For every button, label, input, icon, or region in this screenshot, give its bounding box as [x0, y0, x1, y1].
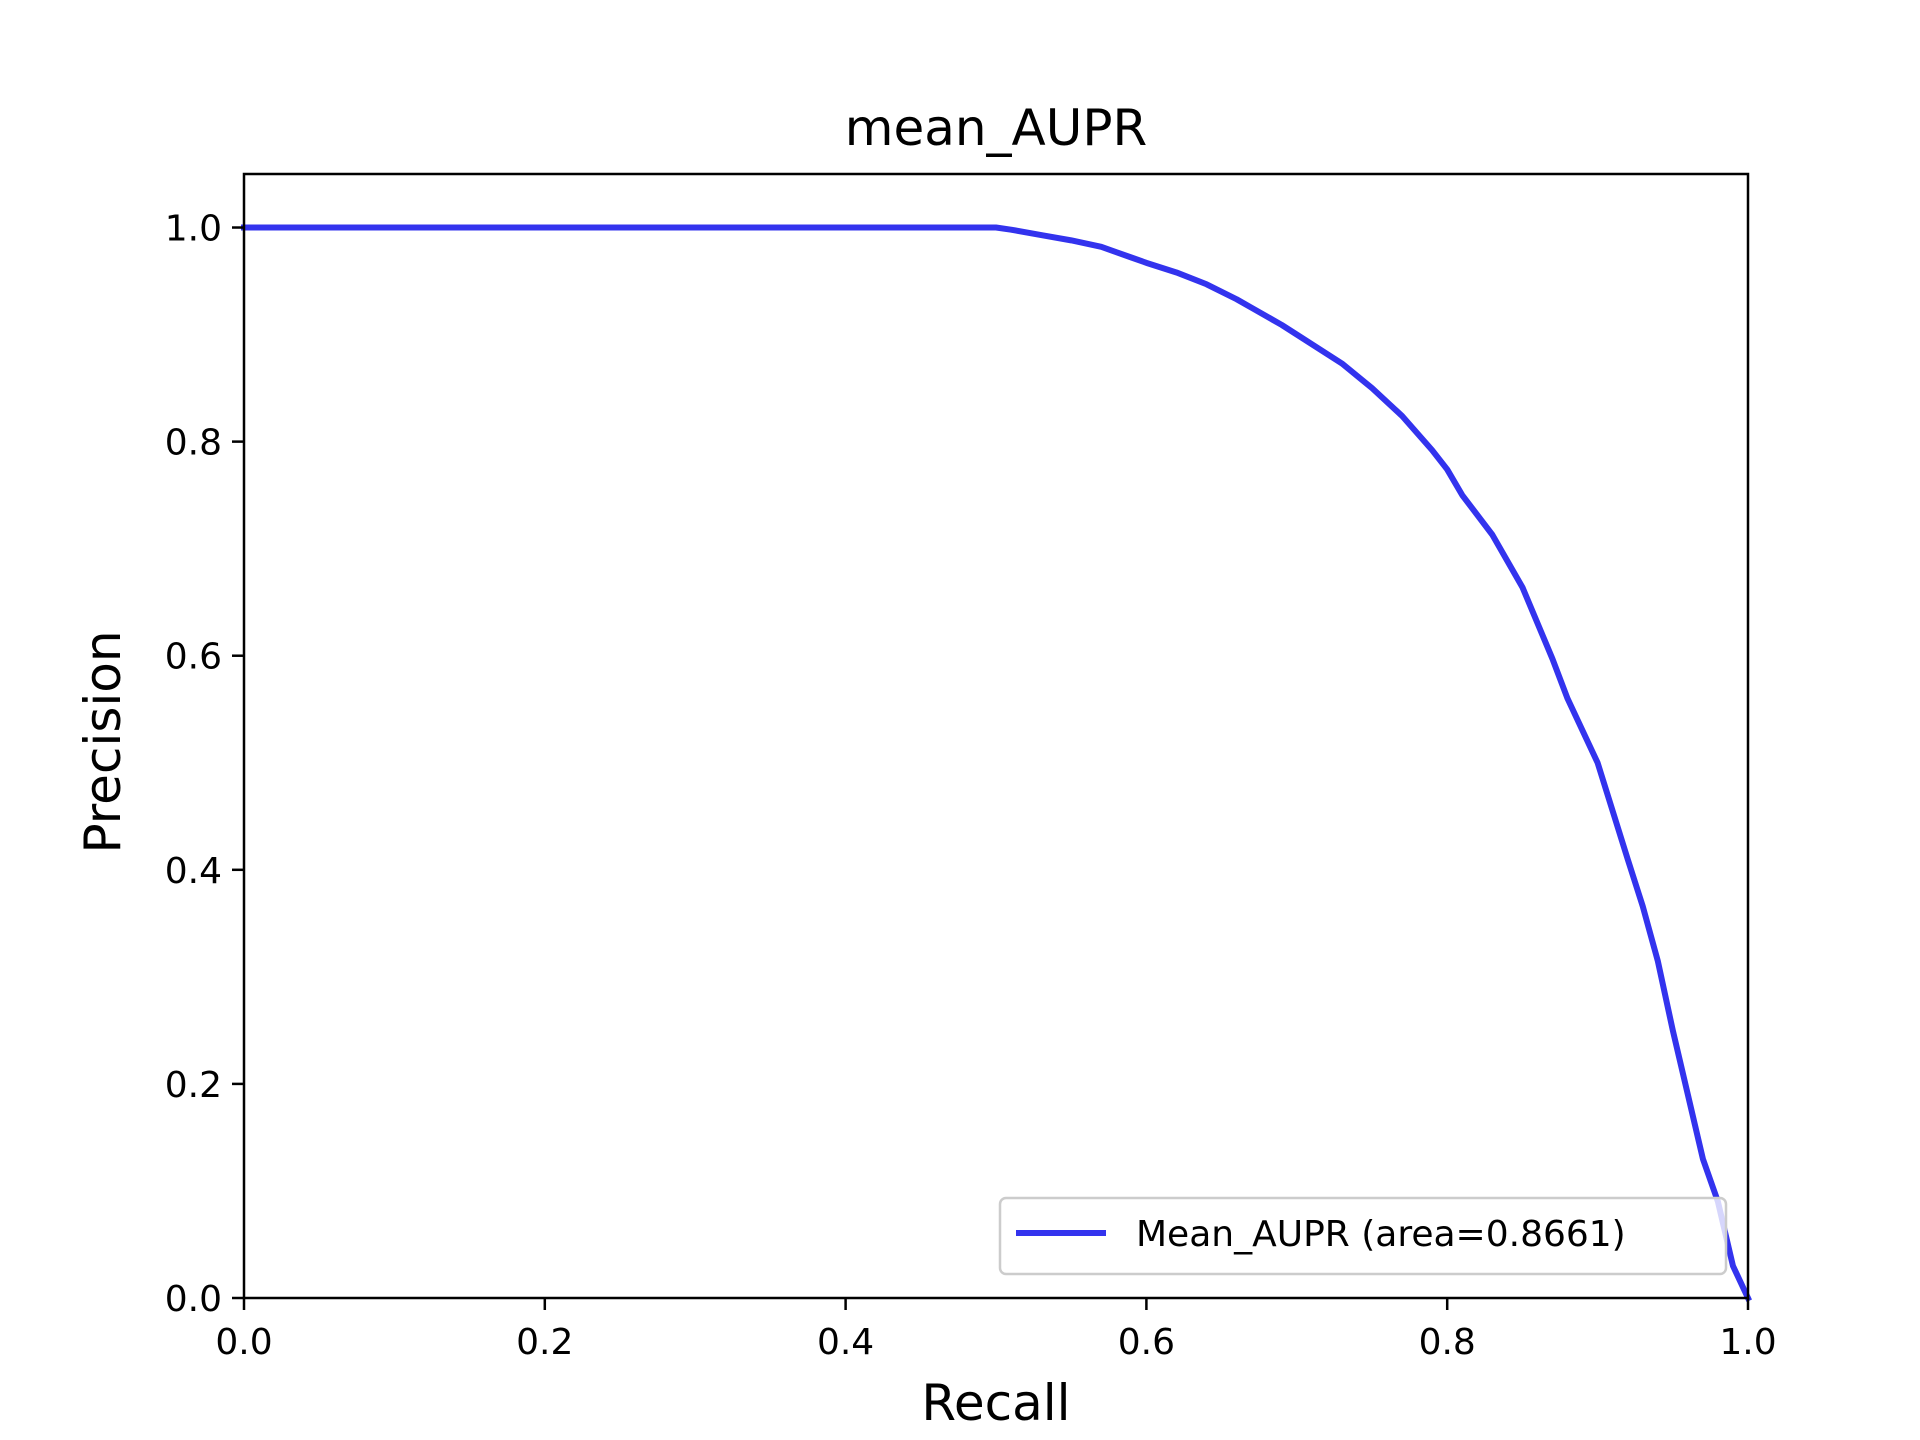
- series-line-0: [241, 224, 1752, 1302]
- x-tick-label: 0.4: [817, 1322, 874, 1363]
- legend: Mean_AUPR (area=0.8661): [998, 1196, 1728, 1276]
- x-tick-label: 0.0: [215, 1322, 272, 1363]
- x-tick-label: 0.2: [516, 1322, 573, 1363]
- y-tick-label: 0.6: [165, 637, 222, 678]
- legend-box: [998, 1196, 1728, 1276]
- axes-frame: [242, 172, 1750, 1300]
- y-tick-label: 0.2: [165, 1065, 222, 1106]
- x-tick-label: 0.8: [1419, 1322, 1476, 1363]
- y-tick-label: 0.4: [165, 851, 222, 892]
- x-tick-label: 1.0: [1719, 1322, 1776, 1363]
- y-tick-label: 1.0: [165, 209, 222, 250]
- y-axis: 0.0 0.2 0.4 0.6 0.8 1.0: [165, 209, 244, 1320]
- y-tick-label: 0.0: [165, 1279, 222, 1320]
- y-axis-label: Precision: [74, 630, 132, 853]
- x-tick-label: 0.6: [1118, 1322, 1175, 1363]
- axes-spines: [242, 172, 1750, 1300]
- legend-label: Mean_AUPR (area=0.8661): [1136, 1214, 1626, 1255]
- x-axis-label: Recall: [921, 1374, 1070, 1432]
- x-axis: 0.0 0.2 0.4 0.6 0.8 1.0: [215, 1298, 1777, 1363]
- plot-area: [241, 224, 1752, 1302]
- chart-title: mean_AUPR: [845, 99, 1148, 157]
- y-tick-label: 0.8: [165, 423, 222, 464]
